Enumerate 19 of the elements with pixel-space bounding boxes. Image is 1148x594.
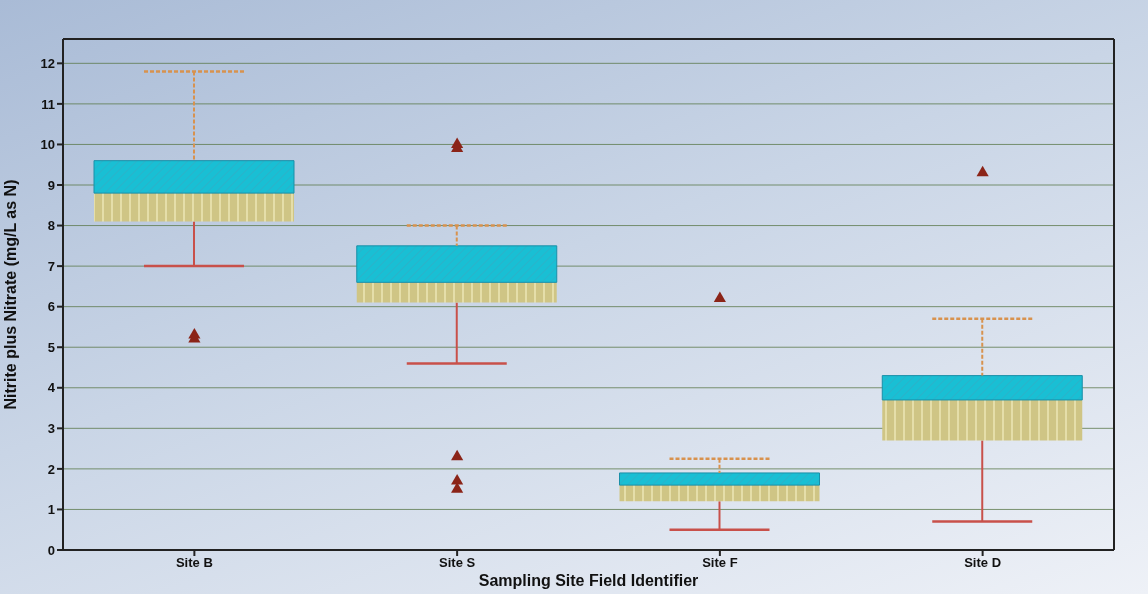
y-tick-label: 3	[47, 420, 55, 436]
y-tick-label: 10	[40, 137, 55, 153]
x-tick-label: Site D	[964, 555, 1002, 571]
x-axis-title: Sampling Site Field Identifier	[478, 572, 699, 589]
y-tick-label: 1	[47, 502, 55, 518]
y-tick-label: 0	[47, 542, 55, 558]
y-tick-label: 8	[47, 218, 55, 234]
y-tick-label: 12	[40, 55, 55, 71]
y-axis-title: Nitrite plus Nitrate (mg/L as N)	[1, 179, 19, 410]
y-tick-label: 6	[47, 299, 55, 315]
x-tick-label: Site F	[702, 555, 738, 571]
y-tick-label: 7	[47, 258, 55, 274]
x-tick-label: Site B	[175, 555, 213, 571]
y-tick-label: 9	[47, 177, 55, 193]
y-tick-label: 5	[47, 339, 55, 355]
y-tick-label: 11	[41, 96, 55, 112]
y-tick-label: 4	[47, 380, 56, 396]
y-tick-label: 2	[47, 461, 55, 477]
x-tick-label: Site S	[439, 555, 476, 571]
